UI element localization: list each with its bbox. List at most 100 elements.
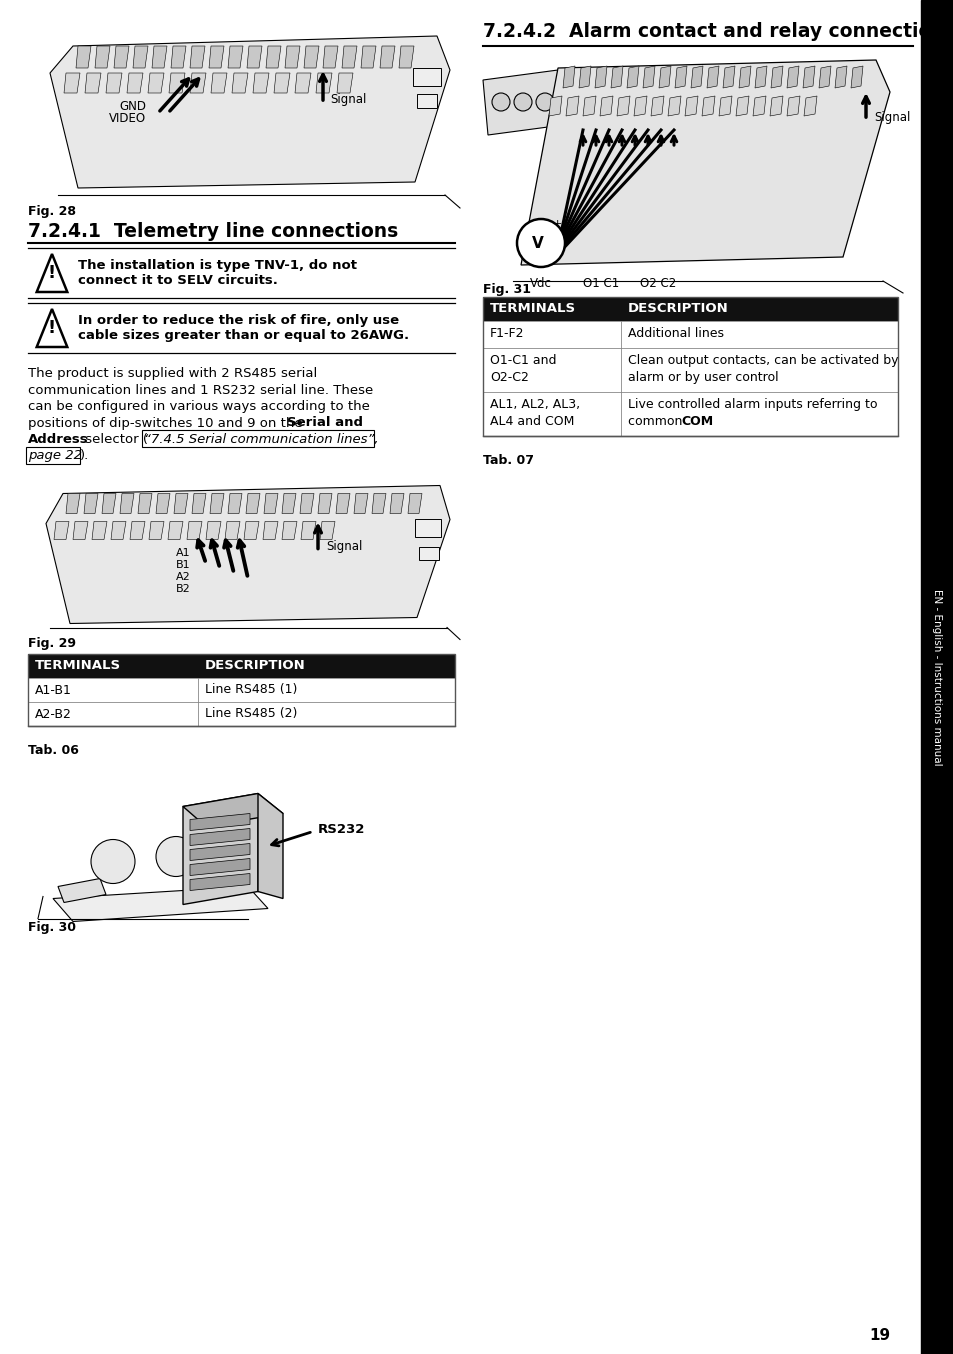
Polygon shape bbox=[752, 96, 765, 116]
Polygon shape bbox=[190, 858, 250, 876]
Text: O1-C1 and: O1-C1 and bbox=[490, 353, 556, 367]
Polygon shape bbox=[263, 521, 277, 539]
Polygon shape bbox=[127, 73, 143, 93]
Text: Clean output contacts, can be activated by: Clean output contacts, can be activated … bbox=[627, 353, 898, 367]
Polygon shape bbox=[719, 96, 731, 116]
Text: !: ! bbox=[48, 264, 56, 282]
Circle shape bbox=[156, 837, 195, 876]
Polygon shape bbox=[610, 66, 622, 88]
Polygon shape bbox=[520, 60, 889, 265]
Text: Signal: Signal bbox=[873, 111, 909, 125]
Polygon shape bbox=[247, 46, 262, 68]
Polygon shape bbox=[834, 66, 846, 88]
Polygon shape bbox=[73, 521, 88, 539]
Polygon shape bbox=[735, 96, 748, 116]
Polygon shape bbox=[336, 73, 353, 93]
Polygon shape bbox=[102, 493, 116, 513]
Text: 7.2.4.1  Telemetry line connections: 7.2.4.1 Telemetry line connections bbox=[28, 222, 397, 241]
Polygon shape bbox=[53, 887, 268, 922]
Polygon shape bbox=[138, 493, 152, 513]
Text: GND: GND bbox=[119, 99, 146, 112]
Polygon shape bbox=[113, 46, 129, 68]
Polygon shape bbox=[246, 493, 260, 513]
Polygon shape bbox=[701, 96, 714, 116]
Polygon shape bbox=[315, 73, 332, 93]
Polygon shape bbox=[482, 70, 562, 135]
Polygon shape bbox=[818, 66, 830, 88]
Polygon shape bbox=[58, 879, 106, 903]
Polygon shape bbox=[850, 66, 862, 88]
Text: In order to reduce the risk of fire, only use
cable sizes greater than or equal : In order to reduce the risk of fire, onl… bbox=[78, 314, 409, 343]
Polygon shape bbox=[548, 96, 561, 116]
Text: The product is supplied with 2 RS485 serial: The product is supplied with 2 RS485 ser… bbox=[28, 367, 317, 380]
Text: AL1, AL2, AL3,: AL1, AL2, AL3, bbox=[490, 398, 579, 412]
Polygon shape bbox=[341, 46, 356, 68]
Polygon shape bbox=[84, 493, 98, 513]
Bar bbox=[28, 654, 455, 726]
Polygon shape bbox=[282, 493, 295, 513]
Text: “7.4.5 Serial communication lines”,: “7.4.5 Serial communication lines”, bbox=[144, 433, 378, 445]
Polygon shape bbox=[132, 46, 148, 68]
Polygon shape bbox=[66, 493, 80, 513]
Text: 19: 19 bbox=[868, 1327, 890, 1343]
Polygon shape bbox=[168, 521, 183, 539]
Polygon shape bbox=[319, 521, 335, 539]
Polygon shape bbox=[282, 521, 296, 539]
Text: page 22: page 22 bbox=[28, 450, 82, 463]
Polygon shape bbox=[408, 493, 421, 513]
Polygon shape bbox=[398, 46, 414, 68]
Text: +: + bbox=[552, 219, 561, 229]
Polygon shape bbox=[169, 73, 185, 93]
Polygon shape bbox=[149, 521, 164, 539]
Polygon shape bbox=[253, 73, 269, 93]
Bar bbox=[482, 393, 897, 436]
Polygon shape bbox=[190, 873, 250, 891]
Polygon shape bbox=[190, 46, 205, 68]
Text: COM: COM bbox=[680, 414, 713, 428]
Text: Address: Address bbox=[28, 433, 89, 445]
Polygon shape bbox=[684, 96, 698, 116]
Text: O2-C2: O2-C2 bbox=[490, 371, 528, 385]
Text: Fig. 28: Fig. 28 bbox=[28, 204, 76, 218]
Text: B1: B1 bbox=[176, 561, 191, 570]
Polygon shape bbox=[148, 73, 164, 93]
Text: Fig. 29: Fig. 29 bbox=[28, 636, 76, 650]
Polygon shape bbox=[634, 96, 646, 116]
Bar bbox=[482, 348, 897, 393]
Text: AL4 and COM: AL4 and COM bbox=[490, 414, 574, 428]
Polygon shape bbox=[91, 521, 107, 539]
Text: 7.2.4.2  Alarm contact and relay connections: 7.2.4.2 Alarm contact and relay connecti… bbox=[482, 22, 953, 41]
Text: VIDEO: VIDEO bbox=[109, 111, 146, 125]
Text: Line RS485 (2): Line RS485 (2) bbox=[205, 708, 297, 720]
Polygon shape bbox=[54, 521, 69, 539]
Polygon shape bbox=[190, 844, 250, 861]
Text: !: ! bbox=[48, 320, 56, 337]
Text: DESCRIPTION: DESCRIPTION bbox=[205, 659, 305, 672]
Text: ).: ). bbox=[80, 450, 90, 463]
Polygon shape bbox=[754, 66, 766, 88]
Polygon shape bbox=[786, 66, 799, 88]
Polygon shape bbox=[64, 73, 80, 93]
Text: Line RS485 (1): Line RS485 (1) bbox=[205, 684, 297, 696]
Polygon shape bbox=[274, 73, 290, 93]
Bar bbox=[418, 547, 438, 559]
Polygon shape bbox=[106, 73, 122, 93]
Text: O1 C1: O1 C1 bbox=[582, 278, 618, 290]
Polygon shape bbox=[152, 46, 167, 68]
Polygon shape bbox=[595, 66, 606, 88]
Polygon shape bbox=[659, 66, 670, 88]
Polygon shape bbox=[190, 73, 206, 93]
Bar bbox=[482, 297, 897, 436]
Polygon shape bbox=[156, 493, 170, 513]
Bar bbox=[482, 321, 897, 348]
Polygon shape bbox=[626, 66, 639, 88]
Polygon shape bbox=[299, 493, 314, 513]
Polygon shape bbox=[211, 73, 227, 93]
Text: Live controlled alarm inputs referring to: Live controlled alarm inputs referring t… bbox=[627, 398, 877, 412]
Circle shape bbox=[536, 93, 554, 111]
Polygon shape bbox=[120, 493, 133, 513]
Text: common: common bbox=[627, 414, 685, 428]
Polygon shape bbox=[642, 66, 655, 88]
Polygon shape bbox=[225, 521, 240, 539]
Polygon shape bbox=[379, 46, 395, 68]
